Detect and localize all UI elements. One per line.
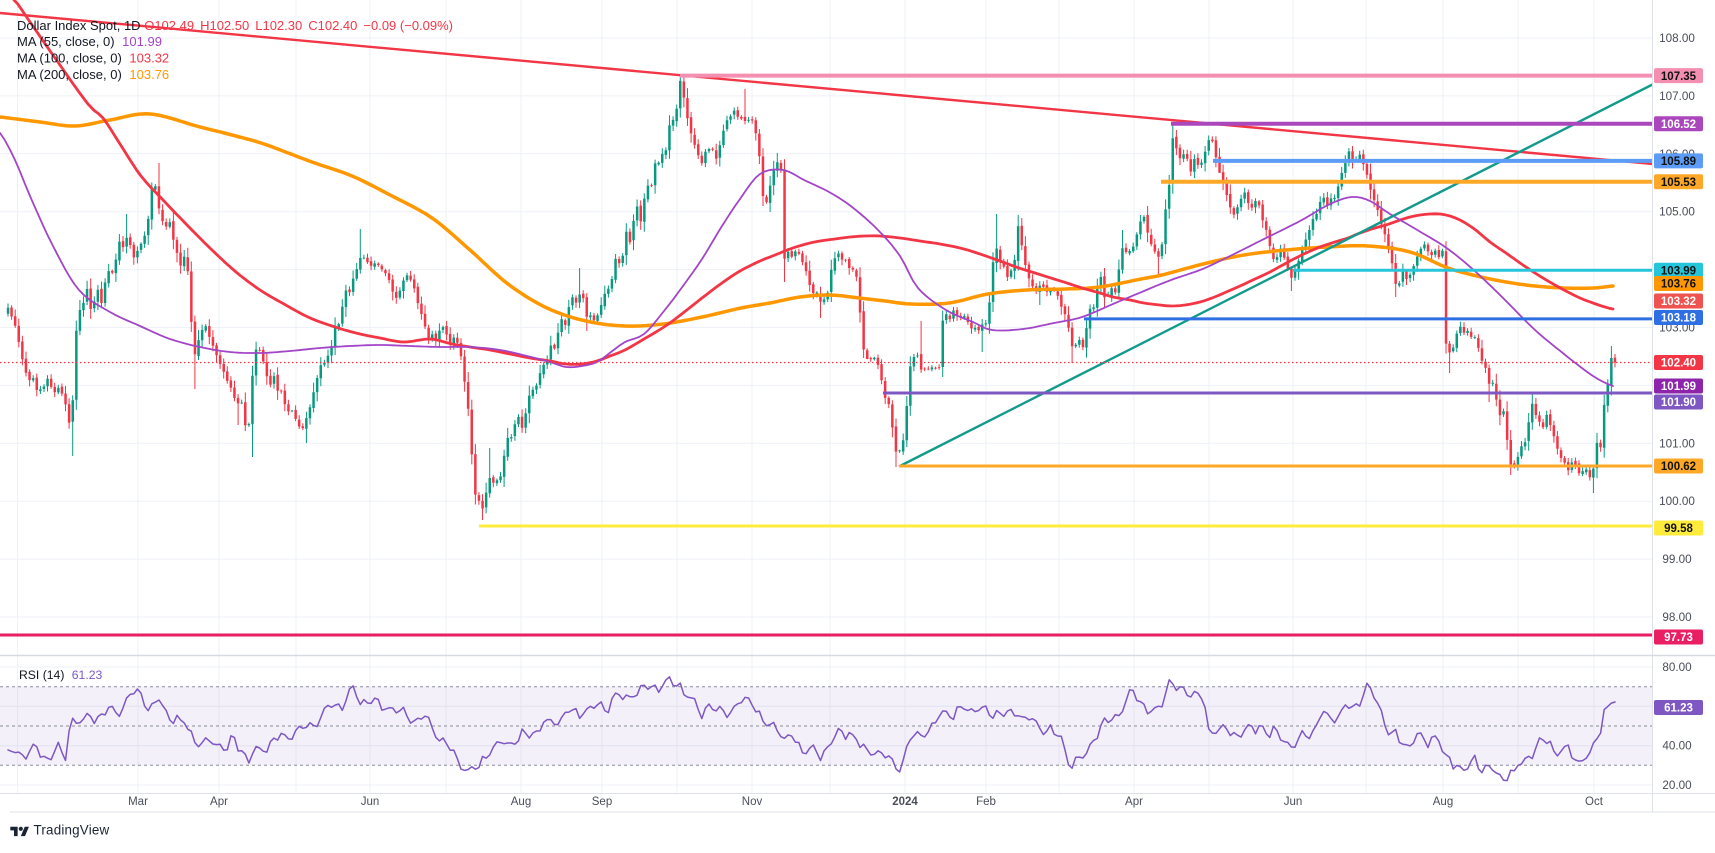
svg-text:TradingView: TradingView [34, 823, 110, 838]
svg-text:Aug: Aug [1433, 796, 1453, 808]
svg-text:20.00: 20.00 [1662, 779, 1692, 792]
svg-text:MA (200, close, 0) 103.76: MA (200, close, 0) 103.76 [17, 67, 169, 82]
svg-text:MA (100, close, 0) 103.32: MA (100, close, 0) 103.32 [17, 51, 169, 66]
svg-text:Jun: Jun [1284, 796, 1303, 808]
svg-text:107.35: 107.35 [1661, 71, 1697, 83]
svg-text:101.90: 101.90 [1661, 397, 1696, 409]
svg-text:Mar: Mar [128, 796, 148, 808]
svg-text:MA (55, close, 0) 101.99: MA (55, close, 0) 101.99 [17, 34, 162, 49]
svg-text:Dollar Index Spot, 1D O102.49H: Dollar Index Spot, 1D O102.49H102.50L102… [17, 18, 453, 33]
svg-text:Aug: Aug [511, 796, 531, 808]
svg-text:100.00: 100.00 [1659, 495, 1695, 508]
svg-text:2024: 2024 [892, 796, 918, 808]
svg-text:107.00: 107.00 [1659, 90, 1695, 103]
svg-text:103.76: 103.76 [1661, 279, 1696, 291]
svg-text:103.99: 103.99 [1661, 265, 1696, 277]
svg-text:Nov: Nov [742, 796, 763, 808]
svg-text:99.58: 99.58 [1664, 523, 1693, 535]
svg-text:102.40: 102.40 [1661, 358, 1696, 370]
svg-text:99.00: 99.00 [1662, 553, 1692, 566]
svg-text:101.99: 101.99 [1661, 381, 1696, 393]
svg-text:100.62: 100.62 [1661, 461, 1696, 473]
svg-text:103.18: 103.18 [1661, 313, 1697, 325]
svg-text:106.52: 106.52 [1661, 119, 1696, 131]
svg-text:97.73: 97.73 [1664, 632, 1693, 644]
svg-text:RSI (14) 61.23: RSI (14) 61.23 [19, 668, 102, 682]
svg-text:Oct: Oct [1585, 796, 1604, 808]
svg-text:103.32: 103.32 [1661, 296, 1696, 308]
svg-text:Jun: Jun [361, 796, 380, 808]
svg-text:108.00: 108.00 [1659, 32, 1695, 45]
svg-text:105.53: 105.53 [1661, 177, 1696, 189]
svg-text:Apr: Apr [210, 796, 228, 808]
svg-text:105.89: 105.89 [1661, 156, 1696, 168]
svg-text:61.23: 61.23 [1664, 703, 1693, 715]
svg-text:Feb: Feb [976, 796, 996, 808]
svg-text:80.00: 80.00 [1662, 661, 1692, 674]
svg-text:105.00: 105.00 [1659, 206, 1695, 219]
svg-text:101.00: 101.00 [1659, 437, 1695, 450]
svg-text:98.00: 98.00 [1662, 611, 1692, 624]
svg-text:Sep: Sep [592, 796, 612, 808]
svg-text:Apr: Apr [1125, 796, 1143, 808]
svg-text:40.00: 40.00 [1662, 740, 1692, 753]
